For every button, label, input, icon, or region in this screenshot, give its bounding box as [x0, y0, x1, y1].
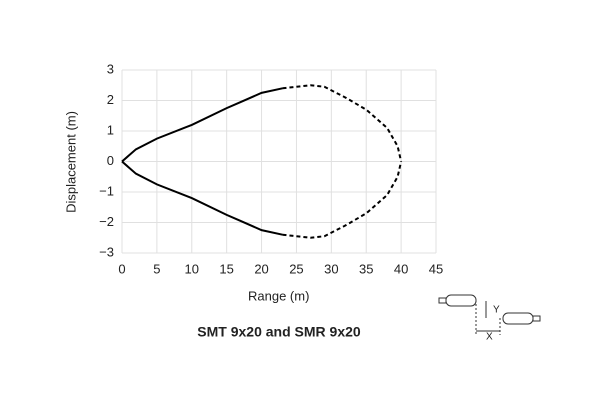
y-axis-label: Displacement (m) [63, 111, 78, 213]
y-tick-label: −3 [99, 244, 114, 259]
series-line [282, 84, 403, 162]
diagram-x-label: X [486, 332, 493, 343]
x-tick-label: 40 [394, 261, 408, 276]
y-tick-label: 2 [107, 92, 114, 107]
series-line [282, 161, 403, 239]
y-tick-label: −2 [99, 214, 114, 229]
y-tick-label: 0 [107, 153, 114, 168]
x-axis-label: Range (m) [248, 288, 309, 303]
y-tick-label: −1 [99, 183, 114, 198]
x-tick-label: 0 [118, 261, 125, 276]
orientation-diagram [438, 294, 541, 335]
x-tick-label: 5 [153, 261, 160, 276]
y-tick-label: 3 [107, 61, 114, 76]
series-line [121, 87, 283, 163]
series-line [121, 160, 283, 236]
x-tick-label: 30 [324, 261, 338, 276]
x-tick-label: 35 [359, 261, 373, 276]
caption: SMT 9x20 and SMR 9x20 [197, 324, 361, 340]
x-tick-label: 45 [429, 261, 443, 276]
y-tick-label: 1 [107, 122, 114, 137]
diagram-y-label: Y [493, 305, 500, 316]
x-tick-label: 10 [185, 261, 199, 276]
x-tick-label: 25 [289, 261, 303, 276]
x-tick-label: 20 [254, 261, 268, 276]
x-tick-label: 15 [219, 261, 233, 276]
